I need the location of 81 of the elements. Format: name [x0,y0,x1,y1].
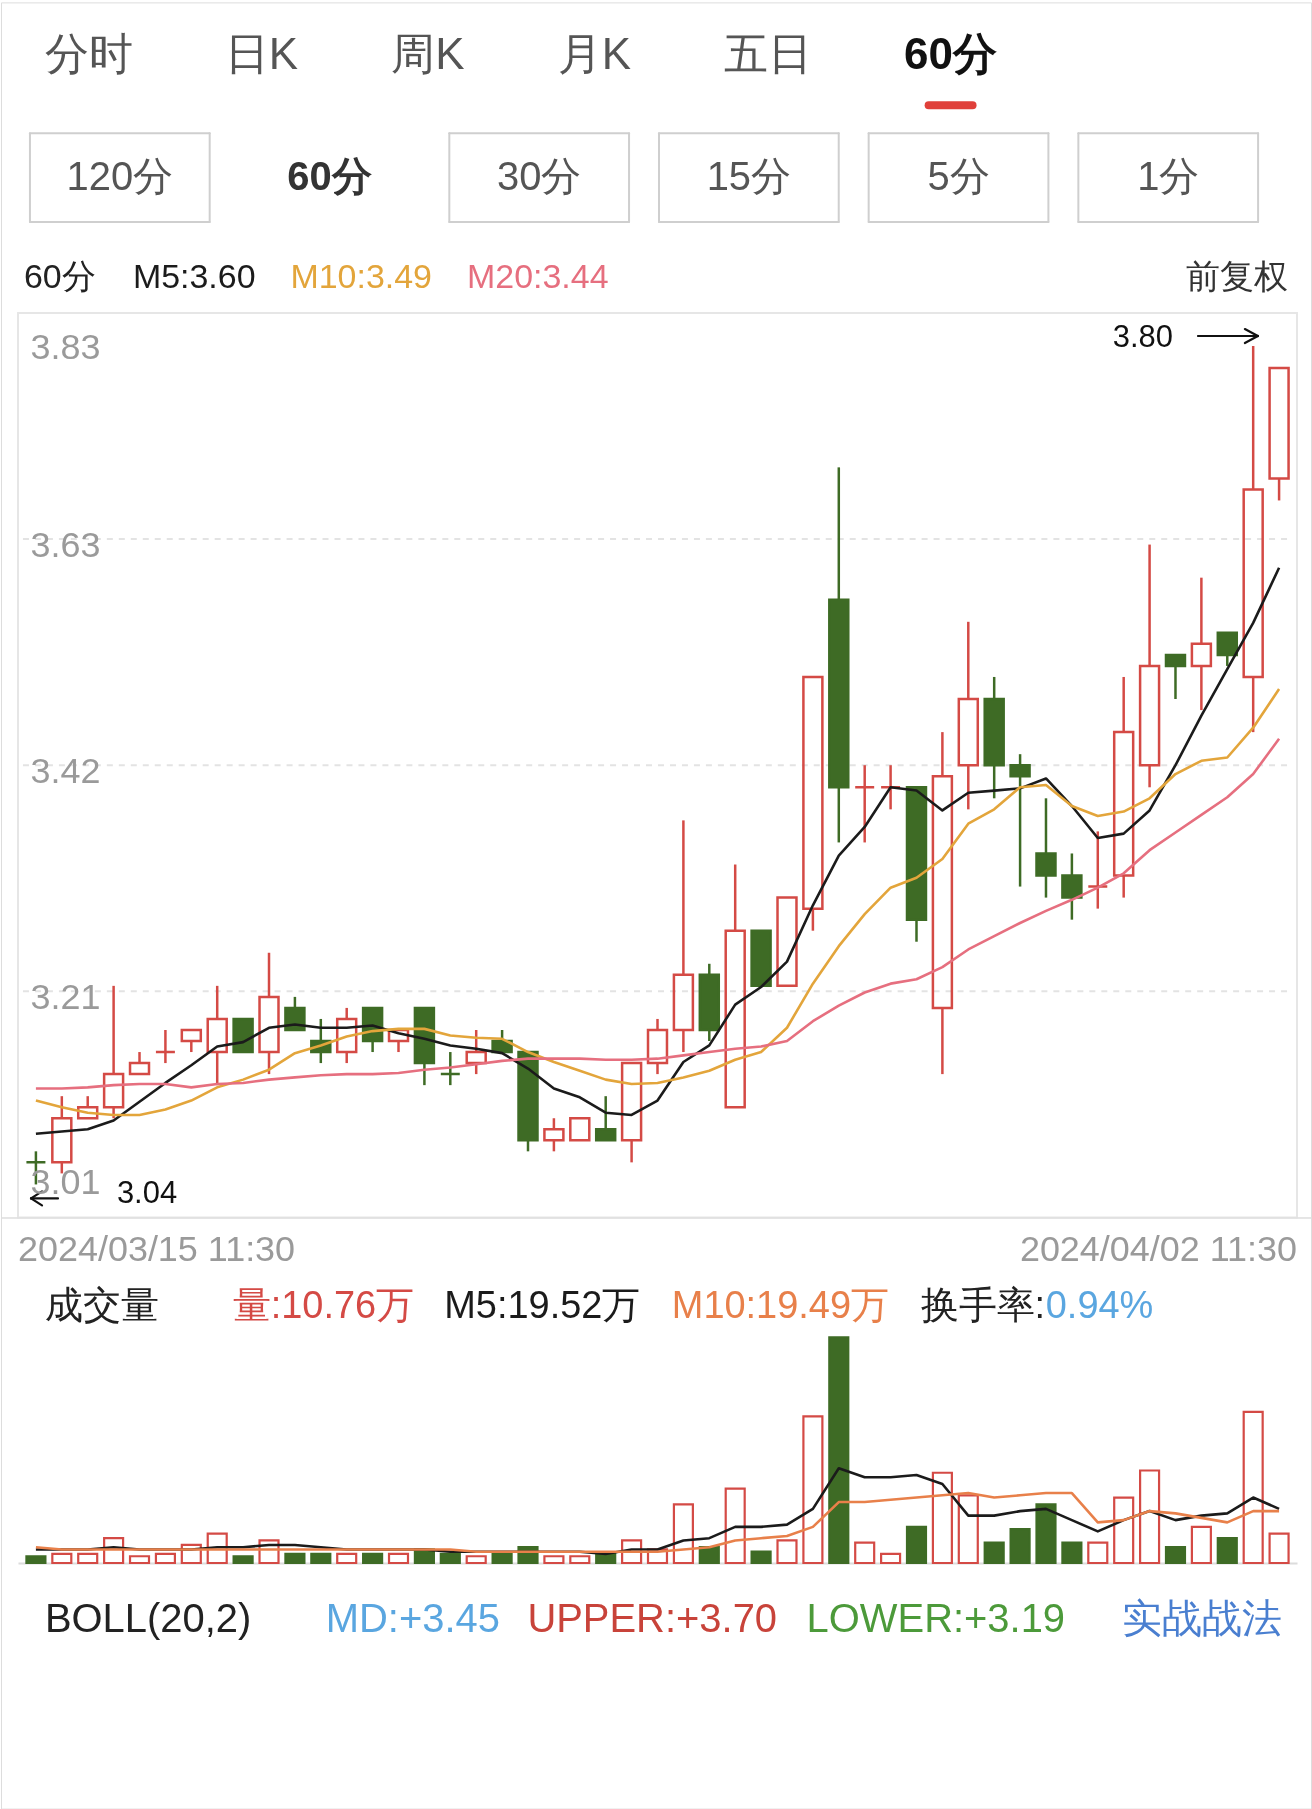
text: LOWER:+3.19 [806,1595,1066,1640]
bar [543,1555,565,1565]
text: 2024/03/15 11:30 [17,1228,296,1270]
text: 周K [391,29,465,79]
bar [1087,1541,1109,1565]
text: 前复权 [1186,256,1289,295]
bar [1035,1503,1057,1565]
bar [698,1546,720,1565]
text: M5:19.52万 [444,1284,641,1327]
bar [25,1555,47,1565]
text: UPPER:+3.70 [527,1595,778,1640]
text: 日K [224,29,298,79]
bar [569,1555,591,1565]
bar [802,1415,824,1565]
bar [310,1552,332,1565]
bar [77,1552,99,1565]
bar [1268,1532,1290,1565]
bar [387,1552,410,1565]
bar [362,1552,384,1565]
text: 60分 [23,256,96,295]
bar [258,1539,280,1565]
y-tick-label: 3.63 [30,523,101,565]
bar [128,1555,151,1565]
y-tick-label: 3.83 [30,326,101,368]
bar [905,1525,928,1565]
text: M10:3.49 [290,256,432,295]
bar [1139,1469,1161,1565]
bar [336,1552,358,1565]
bar [1216,1537,1238,1565]
text: M20:3.44 [467,256,609,295]
text: 60分 [287,154,372,199]
text: MD:+3.45 [325,1595,500,1640]
text: 分时 [44,29,133,79]
bar [828,1336,850,1565]
bar [180,1543,202,1565]
chart-title: 成交量 [44,1284,159,1327]
bar [983,1541,1005,1565]
bar [491,1552,513,1565]
text: 1分 [1137,154,1200,199]
bar [1190,1525,1212,1565]
bar [750,1550,772,1565]
text: M10:19.49万 [671,1284,890,1327]
text: 30分 [496,154,582,199]
bar [621,1539,643,1565]
bar [103,1537,125,1565]
text: 2024/04/02 11:30 [1019,1228,1298,1270]
text: 量:10.76万 [232,1284,415,1327]
bar [957,1494,979,1565]
bar [1009,1528,1031,1565]
bar [206,1532,228,1565]
text: 120分 [66,154,174,199]
bar [724,1487,746,1565]
bar [1242,1410,1264,1565]
text: 实战战法 [1122,1595,1283,1640]
bar [1113,1496,1135,1565]
bar [439,1552,461,1565]
bar [672,1503,694,1565]
bar [1164,1546,1187,1565]
bar [154,1552,176,1565]
text: 5分 [927,154,990,199]
text: 五日 [724,29,813,79]
text: M5:3.60 [132,256,256,295]
bar [284,1552,306,1565]
bar [465,1555,487,1565]
text: BOLL(20,2) [44,1595,252,1640]
bar [51,1552,73,1565]
text: 换手率:0.94% [920,1284,1154,1327]
text: 60分 [904,29,997,79]
y-tick-label: 3.21 [30,975,101,1017]
annotation: 3.04 [116,1175,178,1211]
y-tick-label: 3.01 [30,1161,101,1203]
bar [880,1552,902,1565]
text: 15分 [706,154,792,199]
annotation: 3.80 [1112,319,1173,354]
bar [776,1539,798,1565]
bar [232,1555,254,1565]
text: 月K [557,29,632,79]
bar [854,1541,876,1565]
bar [931,1471,953,1565]
y-tick-label: 3.42 [30,749,101,791]
bar [1061,1541,1083,1565]
